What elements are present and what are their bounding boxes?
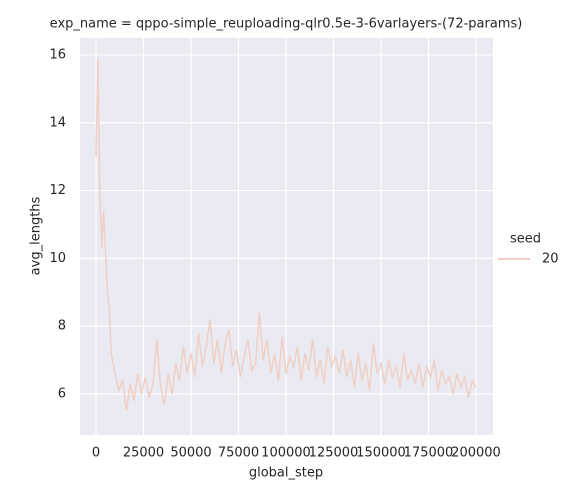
data-line xyxy=(95,58,477,412)
legend-label: 20 xyxy=(542,252,559,267)
x-tick-label: 125000 xyxy=(309,446,359,461)
y-tick-label: 12 xyxy=(49,183,66,198)
legend-title: seed xyxy=(510,232,541,247)
y-tick-label: 8 xyxy=(58,319,66,334)
y-tick-label: 14 xyxy=(49,115,66,130)
chart-title: exp_name = qppo-simple_reuploading-qlr0.… xyxy=(50,17,523,32)
x-tick-label: 50000 xyxy=(170,446,211,461)
x-tick-label: 200000 xyxy=(451,446,501,461)
x-tick-label: 0 xyxy=(92,446,100,461)
x-tick-label: 175000 xyxy=(404,446,454,461)
y-tick-label: 16 xyxy=(49,47,66,62)
x-tick-label: 150000 xyxy=(356,446,406,461)
y-tick-label: 10 xyxy=(49,251,66,266)
y-axis-label: avg_lengths xyxy=(29,196,44,275)
x-axis-label: global_step xyxy=(249,466,323,481)
y-tick-label: 6 xyxy=(58,386,66,401)
x-tick-label: 25000 xyxy=(123,446,164,461)
x-tick-label: 100000 xyxy=(261,446,311,461)
x-tick-label: 75000 xyxy=(218,446,259,461)
